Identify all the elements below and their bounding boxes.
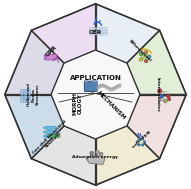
Polygon shape [5, 94, 64, 159]
Ellipse shape [44, 135, 57, 138]
Text: MORPH
OLOGY: MORPH OLOGY [72, 92, 83, 115]
FancyBboxPatch shape [48, 135, 60, 137]
FancyBboxPatch shape [21, 99, 23, 102]
Circle shape [136, 141, 138, 143]
Circle shape [90, 151, 94, 155]
Text: Intermediates: Intermediates [156, 77, 160, 112]
Text: MECHANISM: MECHANISM [96, 91, 127, 121]
FancyBboxPatch shape [90, 27, 93, 29]
Ellipse shape [44, 126, 57, 129]
FancyBboxPatch shape [94, 27, 98, 29]
FancyBboxPatch shape [46, 54, 57, 60]
Circle shape [139, 58, 142, 61]
Text: N: N [137, 133, 141, 138]
FancyBboxPatch shape [28, 96, 30, 99]
Circle shape [158, 99, 161, 102]
Text: Core-shell Hierarchical
Structures: Core-shell Hierarchical Structures [32, 119, 71, 158]
FancyBboxPatch shape [90, 30, 93, 32]
Polygon shape [86, 155, 105, 164]
FancyBboxPatch shape [104, 30, 108, 32]
Circle shape [144, 50, 148, 54]
FancyBboxPatch shape [28, 93, 30, 95]
FancyBboxPatch shape [28, 89, 30, 92]
Circle shape [164, 91, 167, 94]
Circle shape [139, 52, 142, 56]
FancyBboxPatch shape [99, 30, 103, 32]
Circle shape [99, 152, 103, 156]
FancyBboxPatch shape [28, 99, 30, 102]
Circle shape [141, 53, 148, 60]
Circle shape [142, 144, 144, 146]
Ellipse shape [44, 130, 57, 133]
Circle shape [158, 88, 162, 93]
FancyBboxPatch shape [45, 54, 56, 60]
Text: Bifunctional: Bifunctional [127, 39, 151, 63]
Text: OER: OER [89, 30, 102, 35]
Polygon shape [51, 50, 140, 139]
Polygon shape [31, 126, 95, 185]
FancyBboxPatch shape [21, 93, 23, 95]
FancyBboxPatch shape [94, 30, 98, 32]
Text: Adsorption energy: Adsorption energy [73, 155, 118, 159]
Circle shape [138, 137, 140, 140]
FancyBboxPatch shape [24, 93, 27, 95]
FancyBboxPatch shape [44, 54, 55, 60]
Circle shape [163, 99, 167, 103]
Circle shape [148, 55, 151, 58]
FancyBboxPatch shape [84, 81, 97, 91]
Polygon shape [96, 4, 160, 63]
FancyBboxPatch shape [21, 89, 23, 92]
FancyBboxPatch shape [46, 54, 57, 60]
Circle shape [168, 98, 171, 101]
Circle shape [143, 141, 146, 143]
Polygon shape [31, 4, 95, 63]
FancyBboxPatch shape [21, 96, 23, 99]
Text: Hollow and
Porous
Structures: Hollow and Porous Structures [27, 83, 40, 106]
FancyBboxPatch shape [24, 99, 27, 102]
Polygon shape [127, 94, 186, 159]
FancyBboxPatch shape [24, 96, 27, 99]
Text: APPLICATION: APPLICATION [70, 75, 121, 81]
Circle shape [138, 144, 140, 146]
Circle shape [144, 60, 148, 63]
Circle shape [160, 94, 163, 98]
Polygon shape [127, 30, 186, 94]
Text: N-Species: N-Species [129, 128, 150, 149]
FancyBboxPatch shape [90, 33, 93, 35]
FancyBboxPatch shape [24, 89, 27, 92]
Polygon shape [137, 139, 145, 145]
Circle shape [142, 137, 144, 140]
Polygon shape [96, 126, 160, 185]
FancyBboxPatch shape [94, 33, 98, 35]
FancyBboxPatch shape [104, 27, 108, 29]
Circle shape [96, 150, 99, 154]
Text: ORR: ORR [45, 44, 58, 57]
FancyBboxPatch shape [99, 27, 103, 29]
Polygon shape [5, 30, 64, 94]
Circle shape [166, 94, 170, 98]
FancyBboxPatch shape [104, 33, 108, 35]
FancyBboxPatch shape [99, 33, 103, 35]
